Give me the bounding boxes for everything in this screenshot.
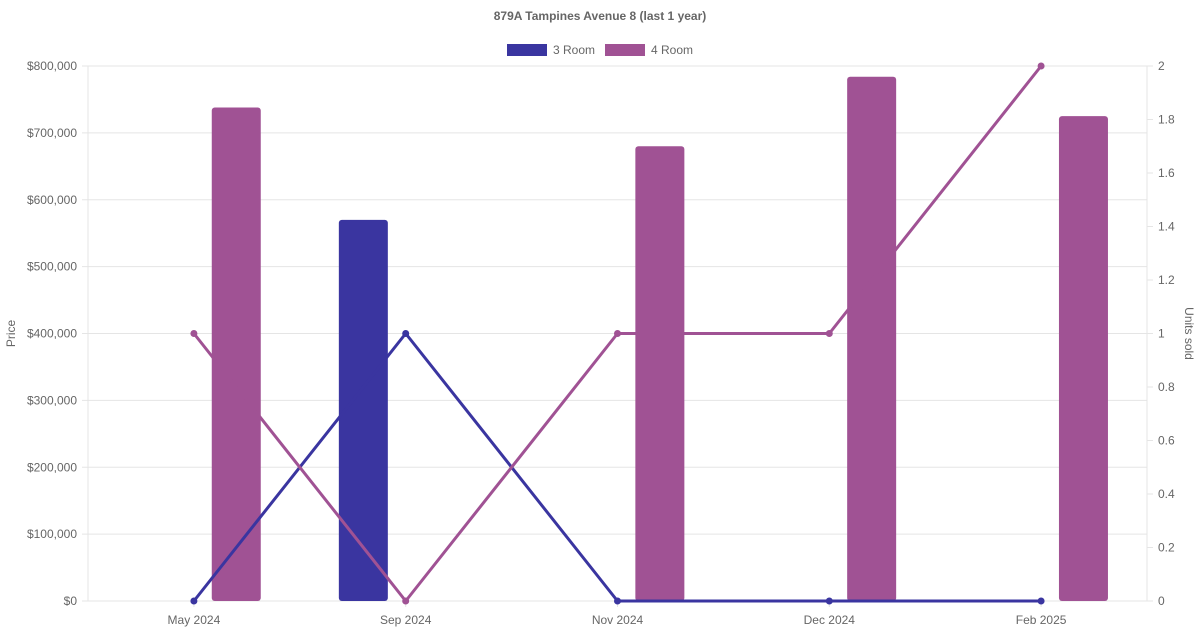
y-tick-label: $400,000 bbox=[27, 327, 77, 341]
y2-tick-label: 0.8 bbox=[1158, 380, 1175, 394]
bar bbox=[1058, 116, 1108, 601]
bar bbox=[635, 146, 685, 601]
y2-tick-label: 0 bbox=[1158, 594, 1165, 608]
y2-tick-label: 0.2 bbox=[1158, 541, 1175, 555]
y2-tick-label: 0.4 bbox=[1158, 487, 1175, 501]
point bbox=[1037, 62, 1045, 70]
legend: 3 Room 4 Room bbox=[0, 43, 1200, 57]
legend-item-3-room[interactable]: 3 Room bbox=[506, 43, 595, 57]
bar bbox=[338, 219, 388, 601]
x-tick-label: May 2024 bbox=[168, 613, 221, 627]
y2-tick-label: 1.2 bbox=[1158, 273, 1175, 287]
point bbox=[614, 330, 621, 337]
x-tick-label: Nov 2024 bbox=[592, 613, 644, 627]
point bbox=[190, 597, 198, 605]
y-axis-title: Price bbox=[4, 320, 18, 348]
y-tick-label: $500,000 bbox=[27, 260, 77, 274]
point bbox=[190, 330, 198, 337]
y-tick-label: $700,000 bbox=[27, 126, 77, 140]
bar bbox=[847, 76, 897, 601]
legend-swatch-3-room bbox=[506, 44, 547, 56]
y2-tick-label: 0.6 bbox=[1158, 434, 1175, 448]
y2-tick-label: 1 bbox=[1158, 327, 1165, 341]
y2-tick-label: 1.6 bbox=[1158, 166, 1175, 180]
y2-tick-label: 1.8 bbox=[1158, 113, 1175, 127]
y-tick-label: $600,000 bbox=[27, 193, 77, 207]
y-tick-label: $300,000 bbox=[27, 393, 77, 407]
legend-swatch-4-room bbox=[605, 44, 645, 56]
legend-label-4-room: 4 Room bbox=[651, 43, 694, 57]
point bbox=[825, 597, 833, 605]
bar bbox=[211, 107, 261, 602]
y2-axis-title: Units sold bbox=[1182, 307, 1196, 360]
point bbox=[614, 597, 621, 605]
y2-tick-label: 1.4 bbox=[1158, 220, 1175, 234]
chart-title: 879A Tampines Avenue 8 (last 1 year) bbox=[493, 9, 707, 23]
y2-tick-label: 2 bbox=[1158, 59, 1165, 73]
legend-item-4-room[interactable]: 4 Room bbox=[605, 43, 693, 57]
x-tick-label: Sep 2024 bbox=[380, 613, 432, 627]
y-tick-label: $100,000 bbox=[27, 527, 77, 541]
x-tick-label: Feb 2025 bbox=[1016, 613, 1067, 627]
point bbox=[1037, 597, 1045, 605]
x-tick-label: Dec 2024 bbox=[804, 613, 856, 627]
y-tick-label: $800,000 bbox=[27, 59, 77, 73]
point bbox=[402, 597, 410, 605]
y-tick-label: $200,000 bbox=[27, 460, 77, 474]
legend-label-3-room: 3 Room bbox=[552, 43, 595, 57]
point bbox=[402, 330, 410, 337]
point bbox=[825, 330, 833, 337]
y-tick-label: $0 bbox=[64, 594, 78, 608]
